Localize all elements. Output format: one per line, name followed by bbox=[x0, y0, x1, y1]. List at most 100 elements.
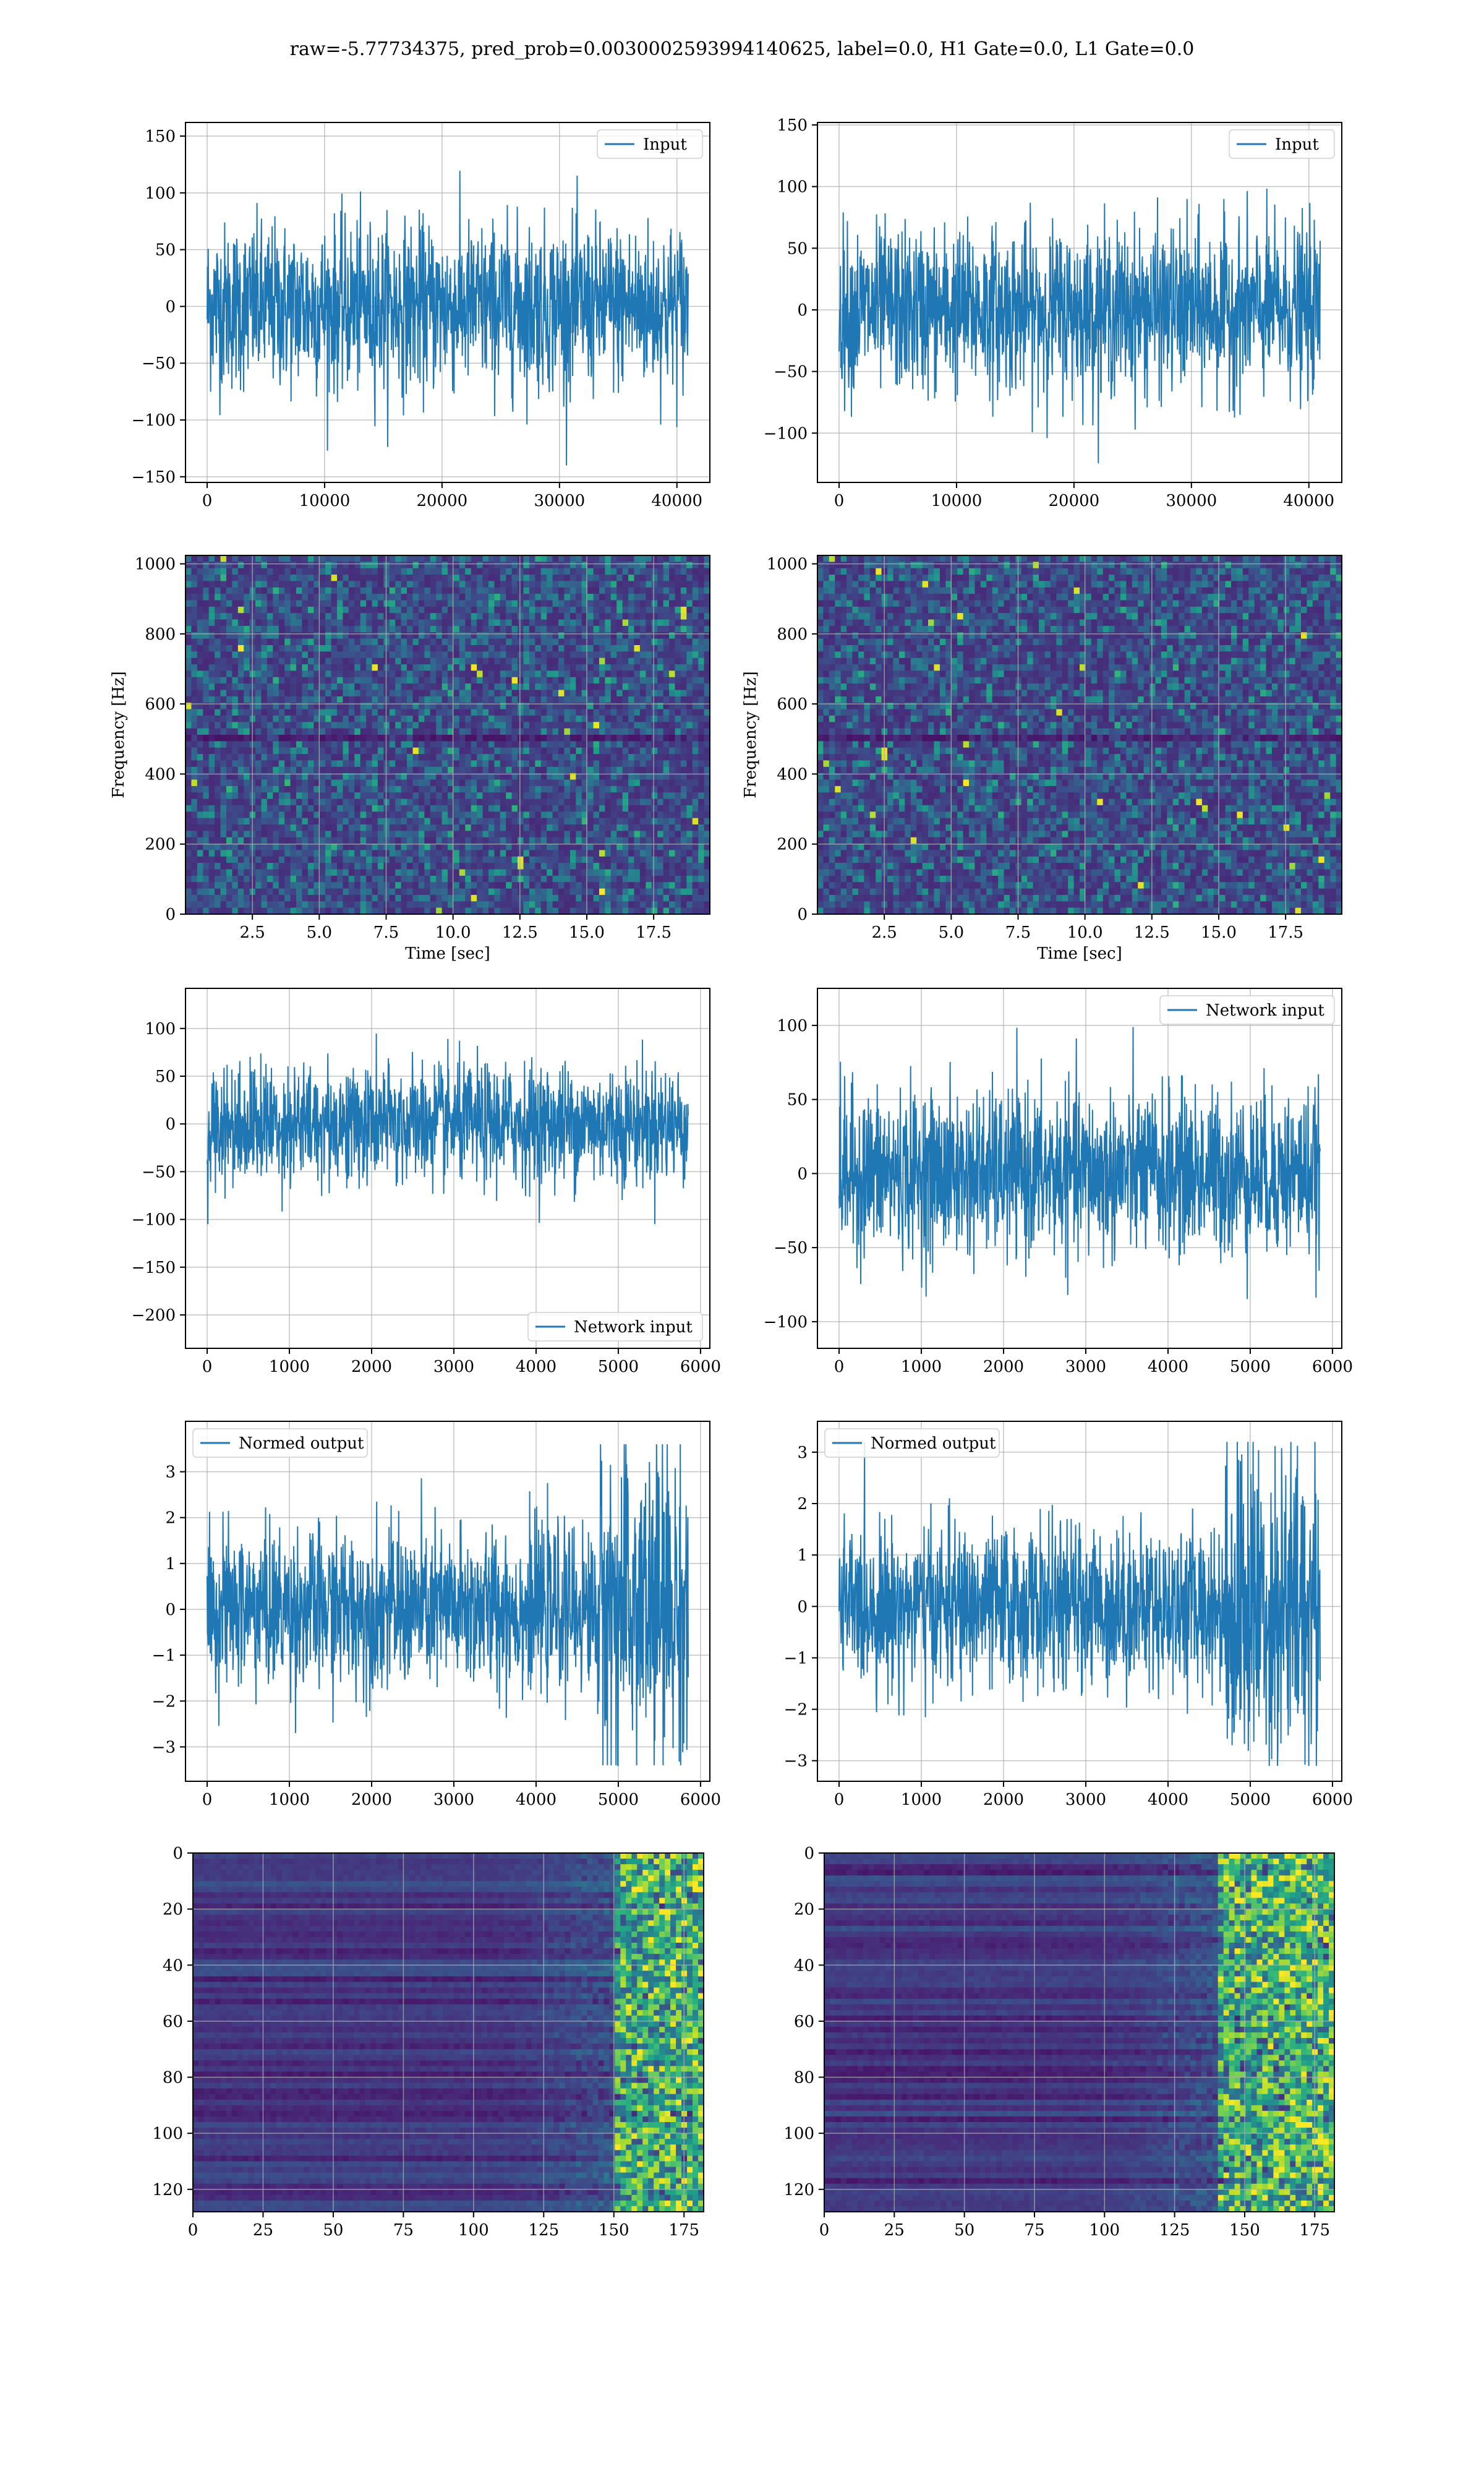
y-tick-label: 150 bbox=[145, 127, 176, 146]
x-tick-label: 40000 bbox=[651, 492, 702, 510]
y-tick-label: −3 bbox=[784, 1752, 808, 1771]
y-tick-label: 200 bbox=[777, 836, 808, 854]
l1-normed-output-chart: 0 1000 2000 3000 4000 5000 6000 −3 −2 −1 0 1 2 3 Norme… bbox=[784, 1421, 1353, 1809]
x-tick-label: 2000 bbox=[983, 1791, 1024, 1809]
y-tick-label: −50 bbox=[774, 1239, 808, 1257]
legend-box bbox=[192, 1428, 368, 1458]
x-tick-label: 6000 bbox=[680, 1791, 721, 1809]
legend-box bbox=[597, 129, 703, 159]
x-tick-label: 25 bbox=[253, 2221, 273, 2240]
x-tick-label: 6000 bbox=[1312, 1791, 1353, 1809]
x-tick-label: 4000 bbox=[516, 1358, 556, 1376]
x-tick-label: 40000 bbox=[1283, 492, 1334, 510]
y-tick-label: −100 bbox=[132, 411, 176, 430]
plot-frame bbox=[185, 555, 710, 915]
y-tick-label: −150 bbox=[132, 1259, 176, 1277]
y-tick-label: 200 bbox=[145, 836, 176, 854]
plot-frame bbox=[817, 555, 1342, 915]
y-tick-label: −100 bbox=[764, 1313, 808, 1332]
x-tick-label: 2000 bbox=[983, 1358, 1024, 1376]
legend-box bbox=[1159, 995, 1335, 1025]
y-tick-label: 50 bbox=[787, 239, 808, 258]
x-tick-label: 1000 bbox=[901, 1791, 942, 1809]
series-line bbox=[838, 1027, 1321, 1299]
x-tick-label: 1000 bbox=[269, 1791, 310, 1809]
x-tick-label: 50 bbox=[954, 2221, 974, 2240]
series-line bbox=[207, 1033, 689, 1225]
h1-normed-output-chart: 0 1000 2000 3000 4000 5000 6000 −3 −2 −1 0 1 2 3 Norme… bbox=[152, 1421, 721, 1809]
y-tick-label: 1 bbox=[797, 1546, 808, 1565]
heatmap-cells bbox=[824, 1853, 1335, 2212]
x-axis-label: Time [sec] bbox=[1037, 944, 1122, 963]
x-tick-label: 150 bbox=[1229, 2221, 1260, 2240]
plot-frame bbox=[192, 1852, 704, 2212]
y-tick-label: −150 bbox=[132, 468, 176, 487]
y-tick-label: −1 bbox=[784, 1649, 808, 1667]
plot-frame bbox=[185, 988, 710, 1349]
y-tick-label: 60 bbox=[794, 2013, 814, 2031]
y-tick-label: 50 bbox=[155, 241, 176, 260]
y-tick-label: 600 bbox=[777, 695, 808, 714]
plot-frame bbox=[817, 1421, 1342, 1782]
x-tick-label: 5.0 bbox=[307, 923, 332, 942]
x-tick-label: 5000 bbox=[1230, 1791, 1271, 1809]
series-line bbox=[207, 1444, 689, 1766]
y-tick-label: 1 bbox=[165, 1555, 176, 1573]
plot-frame bbox=[817, 122, 1342, 483]
x-tick-label: 0 bbox=[202, 1791, 213, 1809]
y-tick-label: 2 bbox=[165, 1509, 176, 1528]
x-tick-label: 7.5 bbox=[373, 923, 399, 942]
x-tick-label: 0 bbox=[819, 2221, 830, 2240]
y-tick-label: 800 bbox=[777, 625, 808, 644]
y-tick-label: 150 bbox=[777, 116, 808, 135]
h1-input-chart: 0 10000 20000 30000 40000 −150 −100 −50 0 50 100 15… bbox=[132, 122, 710, 510]
x-tick-label: 10000 bbox=[299, 492, 351, 510]
y-tick-label: −200 bbox=[132, 1306, 176, 1325]
x-tick-label: 125 bbox=[528, 2221, 559, 2240]
x-tick-label: 4000 bbox=[1148, 1358, 1188, 1376]
series-line bbox=[838, 1442, 1321, 1766]
x-tick-label: 175 bbox=[1299, 2221, 1330, 2240]
x-tick-label: 15.0 bbox=[569, 923, 605, 942]
y-tick-label: −50 bbox=[142, 1163, 176, 1181]
heatmap-cells bbox=[817, 555, 1342, 915]
h1-feature-map-chart: 0 25 50 75 100 125 150 175 0 20 40 60 80 100 120 bbox=[152, 1844, 704, 2240]
x-tick-label: 0 bbox=[834, 1358, 845, 1376]
y-tick-label: 1000 bbox=[767, 555, 808, 574]
y-tick-label: 0 bbox=[165, 297, 176, 316]
x-tick-label: 4000 bbox=[516, 1791, 556, 1809]
y-tick-label: 0 bbox=[797, 1165, 808, 1183]
y-tick-label: 800 bbox=[145, 625, 176, 644]
x-tick-label: 3000 bbox=[433, 1358, 474, 1376]
y-axis-label: Frequency [Hz] bbox=[109, 671, 128, 798]
y-tick-label: 20 bbox=[163, 1901, 183, 1919]
y-tick-label: 80 bbox=[163, 2069, 183, 2087]
x-tick-label: 1000 bbox=[269, 1358, 310, 1376]
y-tick-label: 120 bbox=[152, 2181, 183, 2199]
y-tick-label: −100 bbox=[132, 1211, 176, 1230]
x-tick-label: 0 bbox=[188, 2221, 198, 2240]
legend-label: Input bbox=[643, 135, 687, 154]
y-axis-label: Frequency [Hz] bbox=[741, 671, 760, 798]
x-tick-label: 2.5 bbox=[871, 923, 897, 942]
x-tick-label: 0 bbox=[202, 1358, 213, 1376]
plot-frame bbox=[185, 122, 710, 483]
heatmap-cells bbox=[186, 555, 710, 915]
y-tick-label: −50 bbox=[142, 354, 176, 373]
x-tick-label: 3000 bbox=[433, 1791, 474, 1809]
y-tick-label: −1 bbox=[152, 1646, 176, 1665]
y-tick-label: 100 bbox=[152, 2125, 183, 2143]
y-tick-label: 120 bbox=[783, 2181, 814, 2199]
legend-label: Network input bbox=[1206, 1001, 1324, 1020]
x-tick-label: 3000 bbox=[1065, 1791, 1106, 1809]
series-line bbox=[838, 189, 1321, 464]
x-tick-label: 25 bbox=[884, 2221, 905, 2240]
x-tick-label: 5000 bbox=[598, 1791, 639, 1809]
x-tick-label: 75 bbox=[1024, 2221, 1044, 2240]
legend-label: Input bbox=[1275, 135, 1319, 154]
l1-spectrogram-chart: 2.5 5.0 7.5 10.0 12.5 15.0 17.5 0 200 400 600 800 10… bbox=[741, 555, 1342, 963]
x-tick-label: 75 bbox=[393, 2221, 414, 2240]
y-tick-label: 60 bbox=[163, 2013, 183, 2031]
y-tick-label: 1000 bbox=[135, 555, 176, 574]
y-tick-label: 100 bbox=[777, 178, 808, 197]
